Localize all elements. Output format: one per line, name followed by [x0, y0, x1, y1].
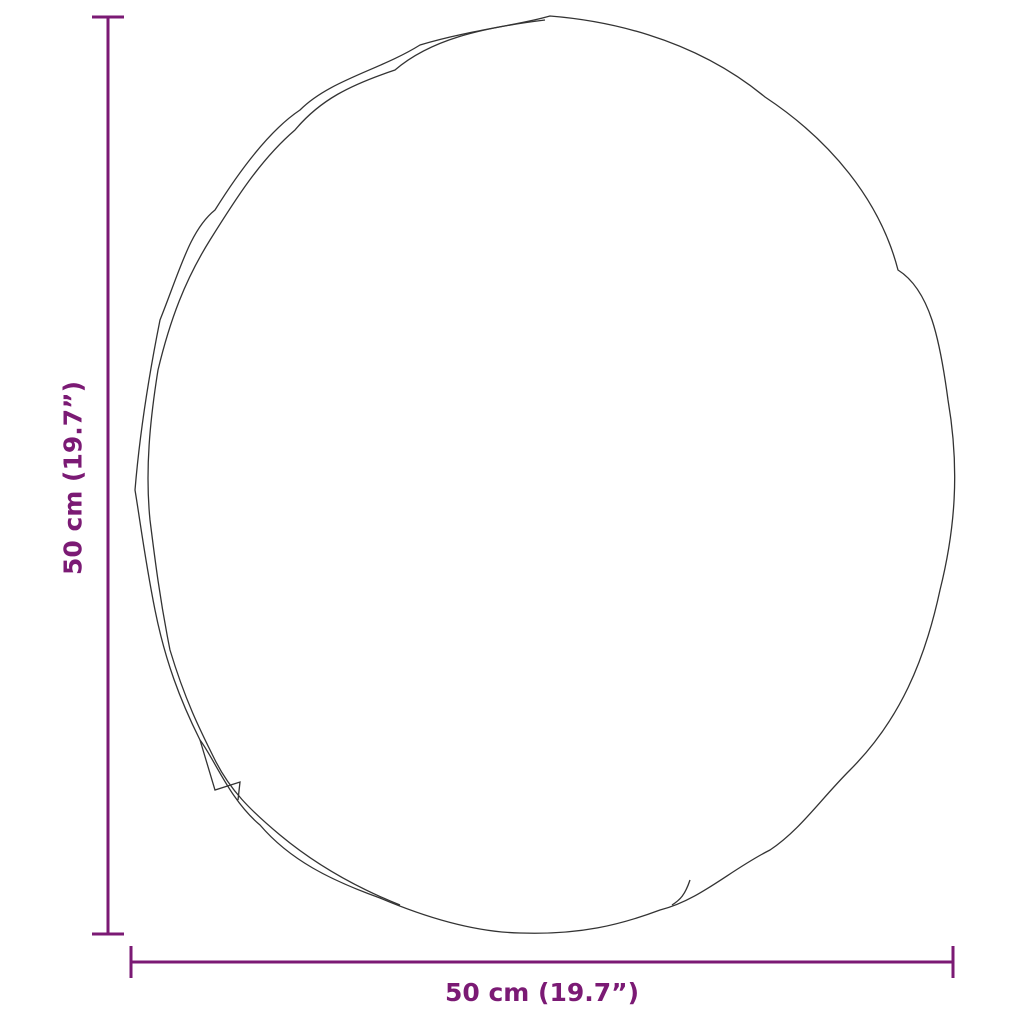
width-dimension-line — [129, 946, 955, 978]
height-dimension-line — [92, 15, 124, 936]
height-label: 50 cm (19.7”) — [58, 380, 88, 576]
round-mirror-outline — [134, 15, 956, 934]
width-label: 50 cm (19.7”) — [444, 978, 640, 1007]
